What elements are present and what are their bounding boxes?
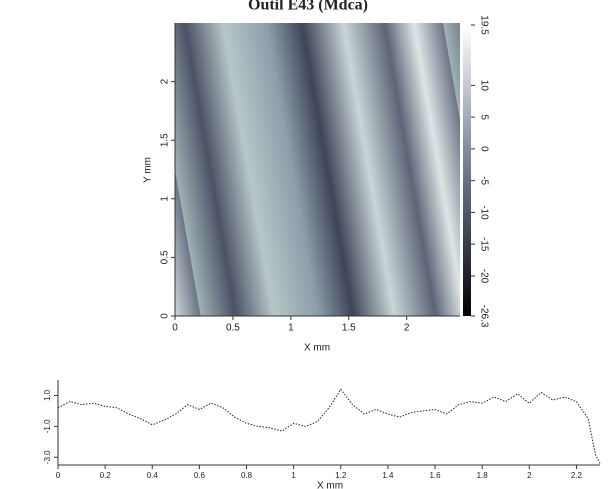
x-axis-label: X mm — [317, 481, 343, 489]
x-tick-label: 1.6 — [429, 471, 441, 480]
x-tick-label: 0 — [56, 471, 61, 480]
x-tick-label: 1.5 — [342, 323, 356, 334]
x-tick-label: 0.5 — [226, 323, 240, 334]
x-tick-label: 1.4 — [382, 471, 394, 480]
y-axis-label: Y mm — [143, 157, 154, 183]
colorbar-tick-label: -15 — [478, 237, 489, 252]
colorbar-tick-label: 19.5 — [478, 15, 489, 35]
x-tick-label: 2 — [527, 471, 532, 480]
y-tick-label: -1.0 — [43, 419, 52, 433]
x-tick-label: 1 — [288, 323, 294, 334]
x-tick-label: 0.2 — [100, 471, 112, 480]
x-tick-label: 0.6 — [194, 471, 206, 480]
height-map — [175, 23, 460, 316]
axis-line — [57, 380, 600, 466]
x-tick-label: 0.8 — [241, 471, 253, 480]
y-tick-label: 0 — [160, 313, 171, 319]
colorbar-tick-label: -26.3 — [478, 305, 489, 328]
x-axis-label: X mm — [304, 343, 330, 354]
x-tick-label: 0.4 — [147, 471, 159, 480]
x-tick-label: 1 — [291, 471, 296, 480]
y-tick-label: 1.5 — [160, 133, 171, 147]
y-tick-label: -3.0 — [43, 450, 52, 464]
colorbar-tick-label: -20 — [478, 269, 489, 284]
y-tick-label: 2 — [160, 78, 171, 84]
y-tick-label: 1.0 — [43, 389, 52, 401]
y-tick-label: 0.5 — [160, 250, 171, 264]
colorbar-tick-label: 5 — [478, 114, 489, 120]
colorbar — [463, 25, 471, 316]
colorbar-tick-label: 10 — [478, 80, 489, 92]
x-tick-label: 2 — [404, 323, 410, 334]
colorbar-tick-label: 0 — [478, 146, 489, 152]
x-tick-label: 2.2 — [571, 471, 583, 480]
colorbar-tick-label: -10 — [478, 205, 489, 220]
chart-title: Outil E43 (Mdca) — [248, 0, 368, 14]
colorbar-tick-label: -5 — [478, 176, 489, 185]
x-tick-label: 1.8 — [477, 471, 489, 480]
x-tick-label: 1.2 — [335, 471, 347, 480]
profile-line — [57, 388, 601, 464]
y-tick-label: 1 — [160, 196, 171, 202]
x-tick-label: 0 — [172, 323, 178, 334]
